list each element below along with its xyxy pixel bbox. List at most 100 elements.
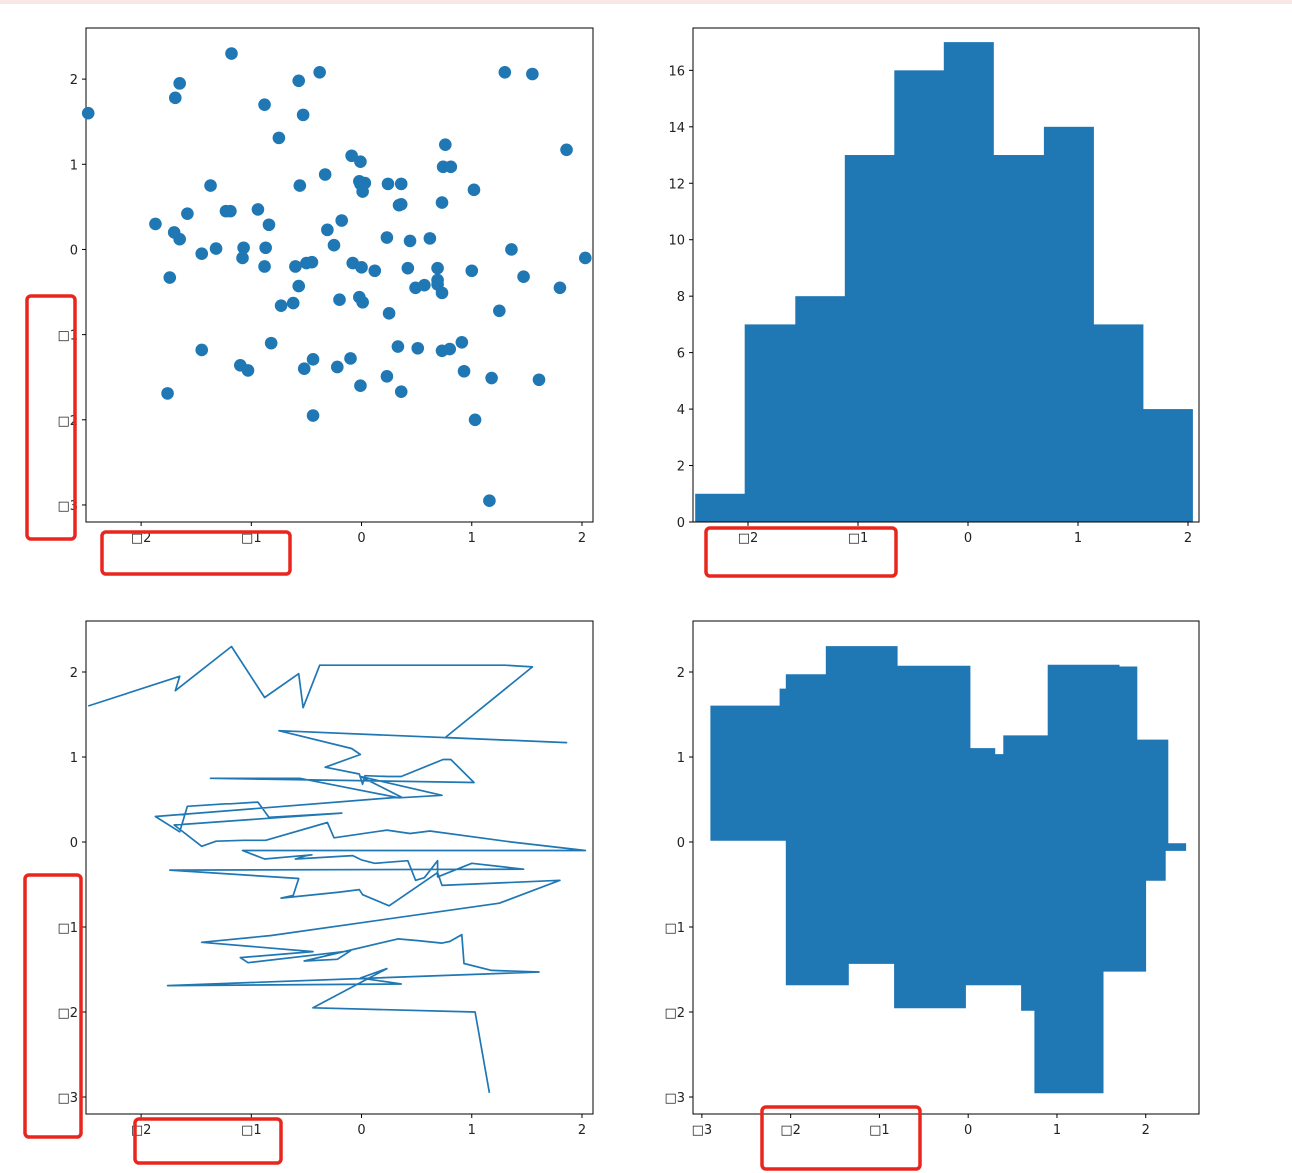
scatter-point bbox=[403, 234, 417, 248]
y-tick-label: 0 bbox=[70, 836, 78, 851]
scatter-point bbox=[483, 494, 496, 508]
scatter-point bbox=[292, 279, 306, 293]
scatter-point bbox=[149, 217, 162, 231]
scatter-point bbox=[258, 260, 271, 273]
x-tick-label: □2 bbox=[780, 1123, 801, 1138]
x-axis-highlight-2 bbox=[704, 526, 898, 578]
scatter-point bbox=[264, 336, 278, 350]
scatter-point bbox=[289, 260, 302, 273]
scatter-point bbox=[411, 341, 425, 355]
histogram-bar bbox=[744, 324, 796, 522]
scatter-point bbox=[262, 218, 276, 232]
scatter-point bbox=[181, 207, 194, 220]
scatter-point bbox=[272, 131, 286, 145]
scatter-point bbox=[532, 373, 546, 387]
histogram-bar bbox=[1142, 409, 1193, 522]
scatter-point bbox=[505, 243, 518, 256]
scatter-point bbox=[435, 196, 449, 209]
x-tick-label: □1 bbox=[241, 531, 262, 546]
histogram-bar bbox=[894, 70, 945, 522]
scatter-point bbox=[382, 307, 396, 320]
scatter-point bbox=[224, 204, 237, 218]
scatter-point bbox=[251, 203, 265, 216]
x-tick-label: □1 bbox=[848, 531, 869, 546]
histogram-bar bbox=[695, 493, 746, 522]
scatter-point bbox=[204, 179, 217, 192]
scatter-point bbox=[468, 413, 482, 427]
scatter-point bbox=[485, 371, 498, 385]
x-tick-label: □1 bbox=[869, 1123, 890, 1138]
scatter-point bbox=[457, 364, 471, 378]
scatter-point bbox=[465, 264, 479, 278]
scatter-point bbox=[394, 385, 408, 398]
histogram-bar bbox=[993, 155, 1045, 522]
scatter-point bbox=[258, 98, 271, 111]
plot-frame bbox=[85, 27, 594, 523]
x-tick-label: □1 bbox=[241, 1123, 262, 1138]
scatter-point bbox=[443, 342, 457, 356]
scatter-point bbox=[306, 409, 320, 422]
y-tick-label: 4 bbox=[677, 403, 685, 418]
y-tick-label: 1 bbox=[70, 158, 78, 173]
histogram-bar bbox=[1093, 324, 1144, 522]
y-tick-label: 0 bbox=[677, 516, 685, 531]
scatter-point bbox=[163, 271, 177, 284]
scatter-point bbox=[209, 242, 223, 255]
scatter-point bbox=[293, 179, 307, 192]
y-tick-label: 10 bbox=[668, 234, 685, 249]
y-tick-label: 2 bbox=[677, 666, 685, 681]
y-tick-label: 0 bbox=[70, 243, 78, 258]
scatter-point bbox=[418, 278, 431, 292]
y-tick-label: 14 bbox=[668, 121, 685, 136]
scatter-point bbox=[493, 304, 506, 318]
scatter-point bbox=[553, 281, 567, 295]
scatter-point bbox=[455, 335, 469, 349]
y-tick-label: 2 bbox=[70, 73, 78, 88]
y-tick-label: □3 bbox=[57, 1091, 78, 1106]
y-tick-label: □2 bbox=[57, 414, 78, 429]
scatter-point bbox=[467, 183, 481, 197]
x-tick-label: 1 bbox=[1053, 1123, 1061, 1138]
scatter-point bbox=[517, 270, 530, 284]
histogram-bar bbox=[943, 42, 994, 522]
histogram-bar bbox=[1043, 126, 1094, 523]
y-tick-label: 1 bbox=[70, 751, 78, 766]
x-tick-label: □2 bbox=[131, 531, 152, 546]
scatter-point bbox=[335, 214, 349, 227]
scatter-point bbox=[401, 261, 415, 275]
scatter-point bbox=[81, 106, 95, 120]
scatter-point bbox=[300, 256, 313, 270]
scatter-point bbox=[578, 251, 592, 265]
line-series bbox=[87, 645, 587, 1093]
scatter-point bbox=[368, 264, 382, 278]
scatter-point bbox=[195, 247, 209, 261]
scatter-chart: □2 □1 0 1 2 □3 □2 □1 0 1 2 bbox=[57, 27, 594, 546]
scatter-point bbox=[526, 67, 539, 81]
y-axis-highlight-3 bbox=[23, 873, 83, 1139]
scatter-point bbox=[237, 241, 250, 255]
x-tick-label: 2 bbox=[1142, 1123, 1150, 1138]
scatter-point bbox=[173, 77, 186, 90]
scatter-point bbox=[318, 168, 332, 181]
y-tick-label: 0 bbox=[677, 836, 685, 851]
x-tick-label: 2 bbox=[578, 531, 586, 546]
scatter-point bbox=[356, 295, 369, 309]
scatter-point bbox=[330, 360, 344, 374]
scatter-point bbox=[344, 352, 357, 365]
y-tick-label: 6 bbox=[677, 347, 685, 362]
x-tick-label: 1 bbox=[1074, 531, 1082, 546]
scatter-point bbox=[354, 177, 367, 191]
scatter-point bbox=[259, 241, 272, 255]
scatter-point bbox=[380, 231, 394, 244]
scatter-point bbox=[161, 387, 174, 400]
scatter-point bbox=[354, 379, 367, 393]
scatter-point bbox=[354, 155, 367, 169]
scatter-point bbox=[394, 198, 408, 211]
x-tick-label: 1 bbox=[468, 1123, 476, 1138]
x-tick-label: 0 bbox=[964, 531, 972, 546]
y-tick-label: 8 bbox=[677, 290, 685, 305]
x-tick-label: 2 bbox=[578, 1123, 586, 1138]
scatter-point bbox=[225, 47, 238, 60]
